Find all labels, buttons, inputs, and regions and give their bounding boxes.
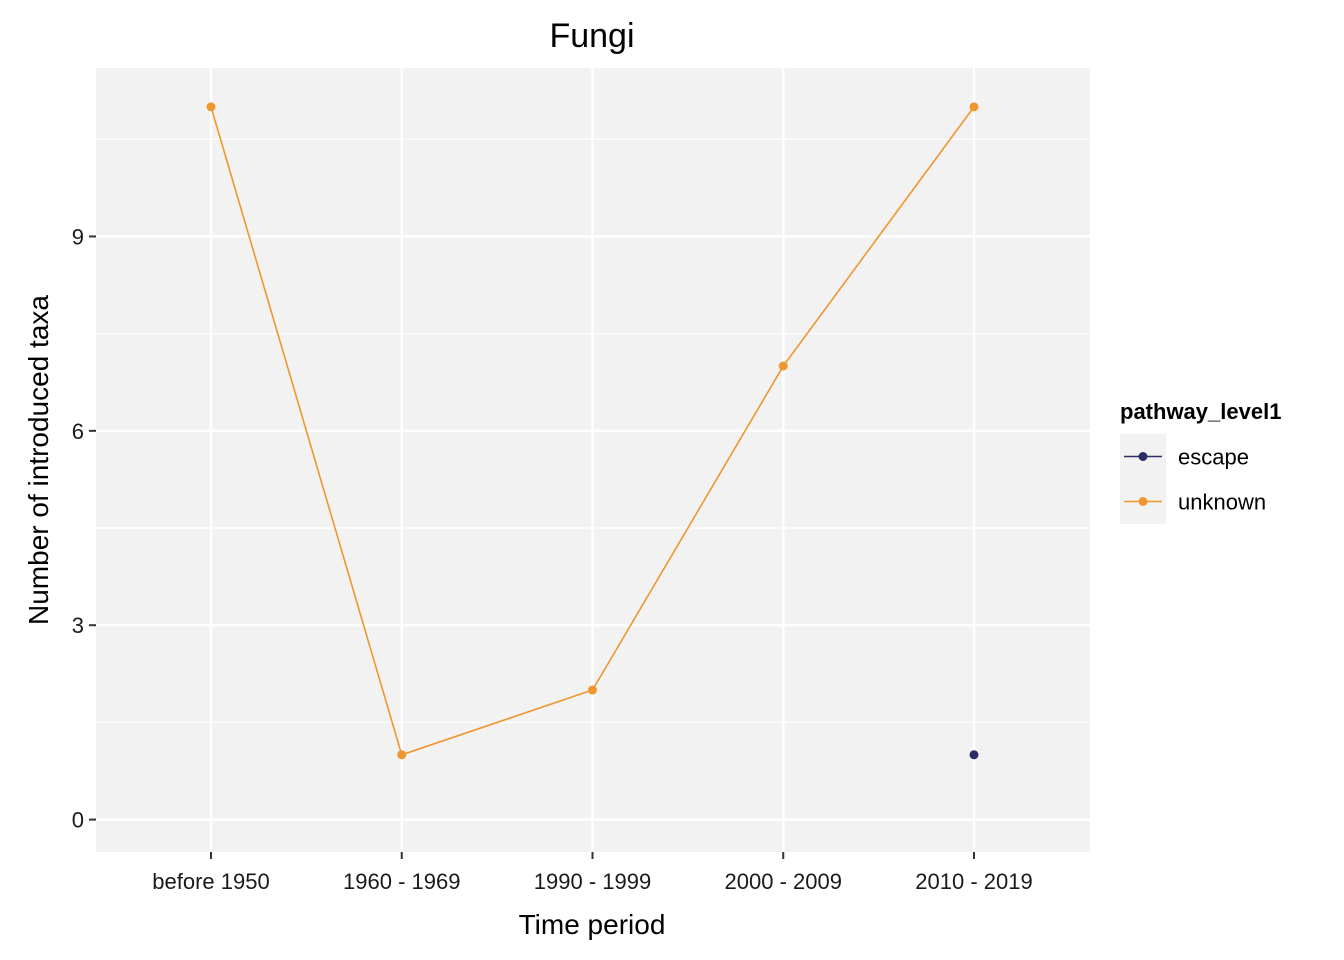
legend-point-unknown bbox=[1138, 497, 1148, 506]
series-layer bbox=[206, 102, 979, 760]
x-tick-label: 1960 - 1969 bbox=[343, 869, 460, 894]
data-point-unknown bbox=[206, 102, 216, 112]
legend-point-escape bbox=[1138, 452, 1148, 461]
x-axis: before 1950 1960 - 1969 1990 - 1999 2000 - … bbox=[152, 852, 1033, 894]
x-tick-label: 1990 - 1999 bbox=[534, 869, 651, 894]
chart-title: Fungi bbox=[549, 17, 634, 55]
data-point-unknown bbox=[969, 102, 979, 112]
x-tick-label: before 1950 bbox=[152, 869, 269, 894]
x-tick-label: 2000 - 2009 bbox=[725, 869, 842, 894]
y-axis-title: Number of introduced taxa bbox=[23, 295, 54, 625]
data-point-unknown bbox=[397, 750, 407, 760]
legend-label-escape: escape bbox=[1178, 445, 1249, 470]
y-axis: 0 3 6 9 bbox=[72, 224, 96, 833]
data-point-escape bbox=[969, 750, 979, 760]
legend-label-unknown: unknown bbox=[1178, 490, 1266, 515]
data-point-unknown bbox=[588, 685, 597, 695]
y-tick-label: 3 bbox=[72, 613, 84, 638]
x-tick-label: 2010 - 2019 bbox=[915, 869, 1032, 894]
y-tick-label: 6 bbox=[72, 419, 84, 444]
grid-lines bbox=[96, 68, 1090, 852]
y-tick-label: 9 bbox=[72, 224, 84, 249]
y-tick-label: 0 bbox=[72, 808, 84, 833]
x-axis-title: Time period bbox=[519, 909, 666, 940]
legend: pathway_level1 escape unknown bbox=[1120, 399, 1281, 524]
data-point-unknown bbox=[778, 361, 788, 371]
legend-title: pathway_level1 bbox=[1120, 399, 1281, 424]
